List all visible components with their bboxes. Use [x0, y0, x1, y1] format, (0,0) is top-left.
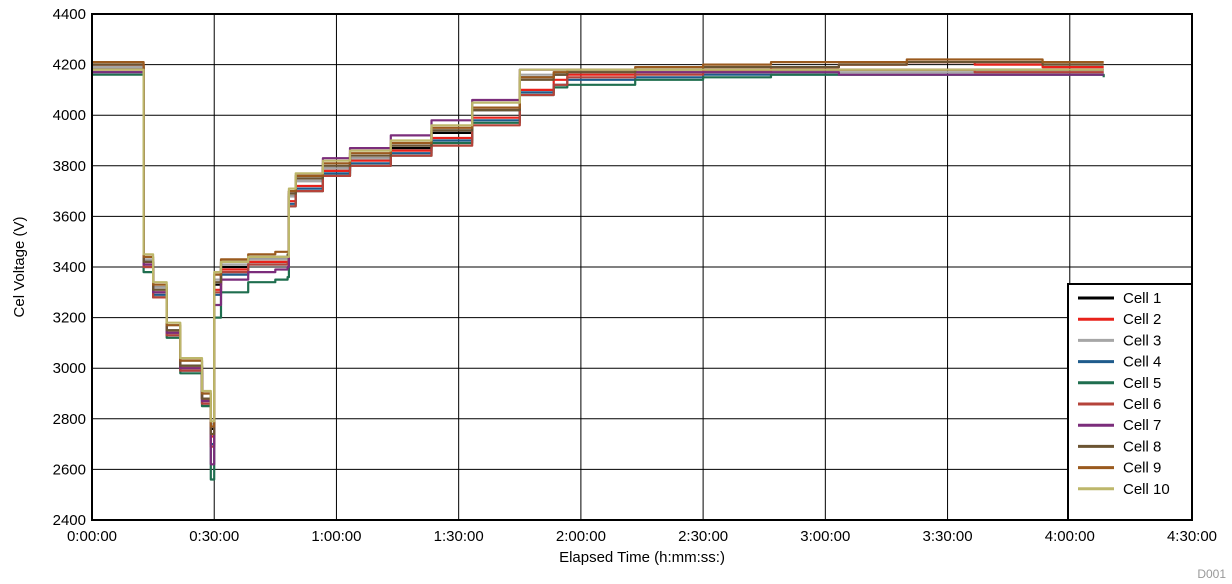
- legend-label: Cell 1: [1123, 290, 1161, 307]
- x-tick-label: 2:00:00: [556, 528, 606, 545]
- y-tick-label: 4200: [53, 57, 86, 74]
- y-tick-label: 3200: [53, 310, 86, 327]
- y-tick-label: 2400: [53, 512, 86, 529]
- legend-label: Cell 8: [1123, 438, 1161, 455]
- series-layer: [92, 58, 1105, 481]
- plot-frame: [91, 13, 1193, 521]
- series-line-cell-10: [92, 68, 1104, 423]
- legend-label: Cell 2: [1123, 311, 1161, 328]
- legend-label: Cell 7: [1123, 417, 1161, 434]
- x-tick-label: 3:30:00: [923, 528, 973, 545]
- legend-box: [1067, 283, 1193, 521]
- figure-id: D001: [1197, 567, 1226, 581]
- x-tick-label: 0:00:00: [67, 528, 117, 545]
- x-tick-label: 0:30:00: [189, 528, 239, 545]
- x-axis-ticks: 0:00:00 0:30:00 1:00:00 1:30:00 2:00:00 2:30:…: [67, 528, 1217, 545]
- x-axis-title: Elapsed Time (h:mm:ss:): [559, 549, 725, 566]
- x-tick-label: 4:00:00: [1045, 528, 1095, 545]
- y-tick-label: 4000: [53, 107, 86, 124]
- x-tick-label: 1:00:00: [311, 528, 361, 545]
- y-tick-label: 2800: [53, 411, 86, 428]
- legend-label: Cell 10: [1123, 481, 1170, 498]
- x-tick-label: 4:30:00: [1167, 528, 1217, 545]
- y-tick-label: 3000: [53, 360, 86, 377]
- y-tick-label: 3400: [53, 259, 86, 276]
- x-tick-label: 2:30:00: [678, 528, 728, 545]
- legend-label: Cell 3: [1123, 332, 1161, 349]
- legend-label: Cell 5: [1123, 375, 1161, 392]
- x-tick-label: 3:00:00: [800, 528, 850, 545]
- y-axis-title: Cel Voltage (V): [11, 217, 28, 318]
- y-tick-label: 2600: [53, 461, 86, 478]
- x-tick-label: 1:30:00: [434, 528, 484, 545]
- legend: Cell 1 Cell 2 Cell 3 Cell 4 Cell 5 Cell 6 Cell…: [1067, 283, 1193, 521]
- y-tick-label: 3800: [53, 158, 86, 175]
- y-tick-label: 4400: [53, 6, 86, 23]
- legend-label: Cell 9: [1123, 460, 1161, 477]
- y-axis-ticks: 2400 2600 2800 3000 3200 3400 3600 3800 4000 4200…: [53, 6, 86, 529]
- legend-label: Cell 4: [1123, 354, 1161, 371]
- legend-label: Cell 6: [1123, 396, 1161, 413]
- y-tick-label: 3600: [53, 208, 86, 225]
- series-line-cell-6: [92, 68, 1104, 448]
